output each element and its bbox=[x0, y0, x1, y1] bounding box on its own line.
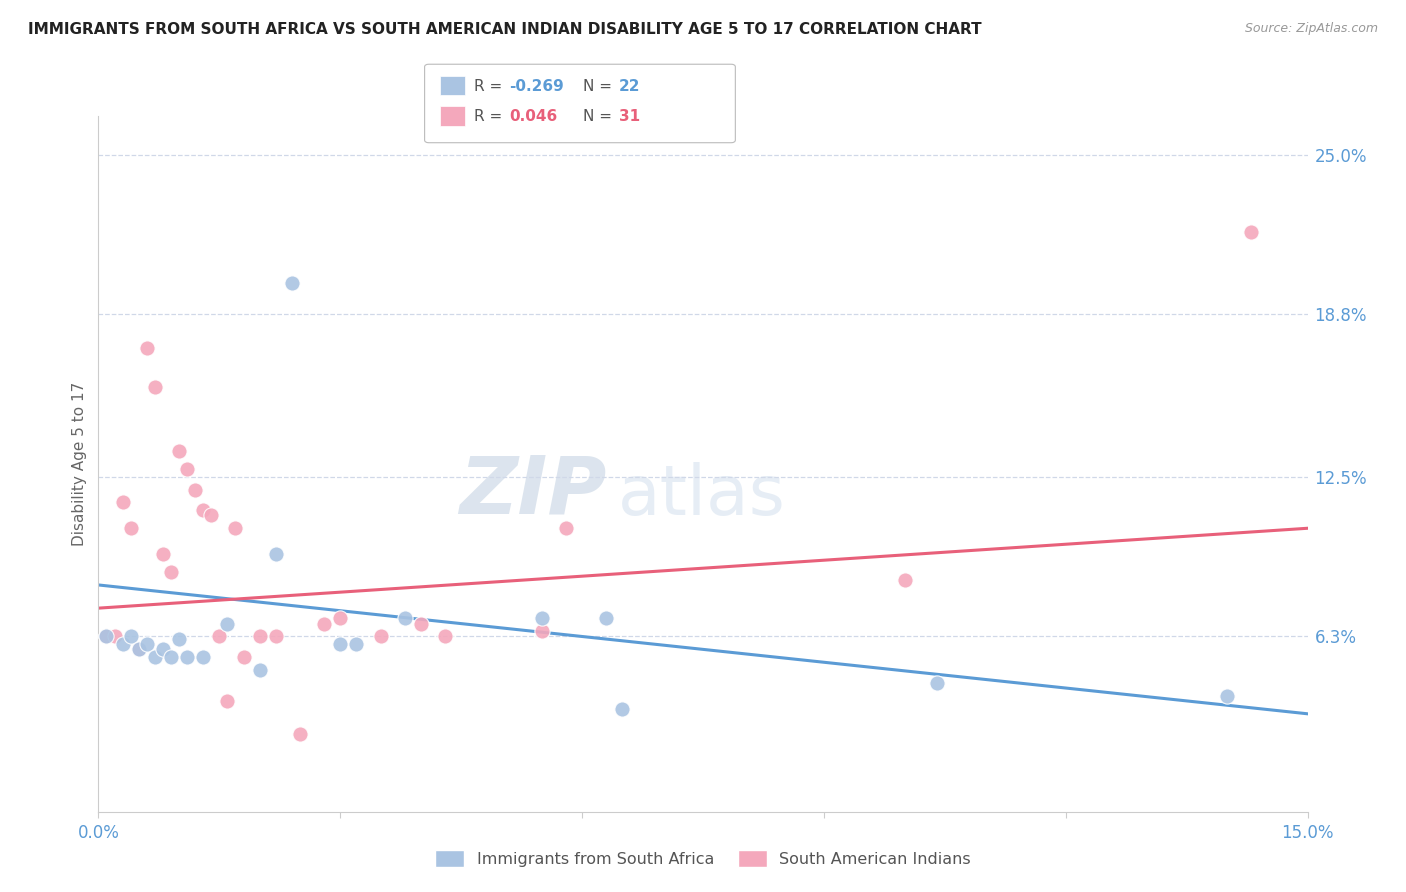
Point bbox=[152, 642, 174, 657]
Point bbox=[111, 495, 134, 509]
Point bbox=[224, 521, 246, 535]
Text: IMMIGRANTS FROM SOUTH AFRICA VS SOUTH AMERICAN INDIAN DISABILITY AGE 5 TO 17 COR: IMMIGRANTS FROM SOUTH AFRICA VS SOUTH AM… bbox=[28, 22, 981, 37]
Point bbox=[200, 508, 222, 523]
Text: N =: N = bbox=[583, 110, 617, 124]
Text: -0.269: -0.269 bbox=[509, 79, 564, 94]
Point bbox=[96, 630, 118, 644]
Point bbox=[217, 616, 239, 631]
Point bbox=[329, 611, 352, 625]
Point bbox=[530, 624, 553, 639]
Point bbox=[612, 701, 634, 715]
Text: ZIP: ZIP bbox=[458, 452, 606, 531]
Point bbox=[1216, 689, 1239, 703]
Point bbox=[232, 650, 254, 665]
Point bbox=[249, 630, 271, 644]
Point bbox=[167, 444, 190, 458]
Point bbox=[1240, 225, 1263, 239]
Point bbox=[96, 630, 118, 644]
Point bbox=[128, 642, 150, 657]
Point bbox=[120, 521, 142, 535]
Text: R =: R = bbox=[474, 110, 508, 124]
Text: 0.046: 0.046 bbox=[509, 110, 557, 124]
Text: R =: R = bbox=[474, 79, 508, 94]
Point bbox=[111, 637, 134, 651]
Point bbox=[217, 694, 239, 708]
Point bbox=[249, 663, 271, 677]
Point bbox=[555, 521, 578, 535]
Point bbox=[288, 727, 311, 741]
Point bbox=[264, 547, 287, 561]
Point bbox=[96, 630, 118, 644]
Point bbox=[434, 630, 457, 644]
Point bbox=[193, 503, 215, 517]
Point bbox=[103, 630, 125, 644]
Point bbox=[344, 637, 367, 651]
Point bbox=[193, 650, 215, 665]
Point bbox=[167, 632, 190, 646]
Point bbox=[160, 565, 183, 579]
Text: 22: 22 bbox=[619, 79, 640, 94]
Point bbox=[184, 483, 207, 497]
Point bbox=[143, 650, 166, 665]
Point bbox=[530, 611, 553, 625]
Point bbox=[370, 630, 392, 644]
Point bbox=[128, 642, 150, 657]
Legend: Immigrants from South Africa, South American Indians: Immigrants from South Africa, South Amer… bbox=[429, 844, 977, 873]
Point bbox=[409, 616, 432, 631]
Point bbox=[329, 637, 352, 651]
Point bbox=[925, 676, 948, 690]
Point bbox=[135, 637, 157, 651]
Text: Source: ZipAtlas.com: Source: ZipAtlas.com bbox=[1244, 22, 1378, 36]
Text: atlas: atlas bbox=[619, 462, 786, 529]
Point bbox=[893, 573, 915, 587]
Point bbox=[160, 650, 183, 665]
Y-axis label: Disability Age 5 to 17: Disability Age 5 to 17 bbox=[72, 382, 87, 546]
Point bbox=[595, 611, 617, 625]
Point bbox=[281, 277, 304, 291]
Point bbox=[143, 379, 166, 393]
Point bbox=[208, 630, 231, 644]
Point bbox=[314, 616, 336, 631]
Point bbox=[264, 630, 287, 644]
Point bbox=[152, 547, 174, 561]
Point bbox=[176, 650, 198, 665]
Point bbox=[394, 611, 416, 625]
Point bbox=[135, 341, 157, 355]
Text: 31: 31 bbox=[619, 110, 640, 124]
Point bbox=[120, 630, 142, 644]
Point bbox=[176, 462, 198, 476]
Text: N =: N = bbox=[583, 79, 617, 94]
